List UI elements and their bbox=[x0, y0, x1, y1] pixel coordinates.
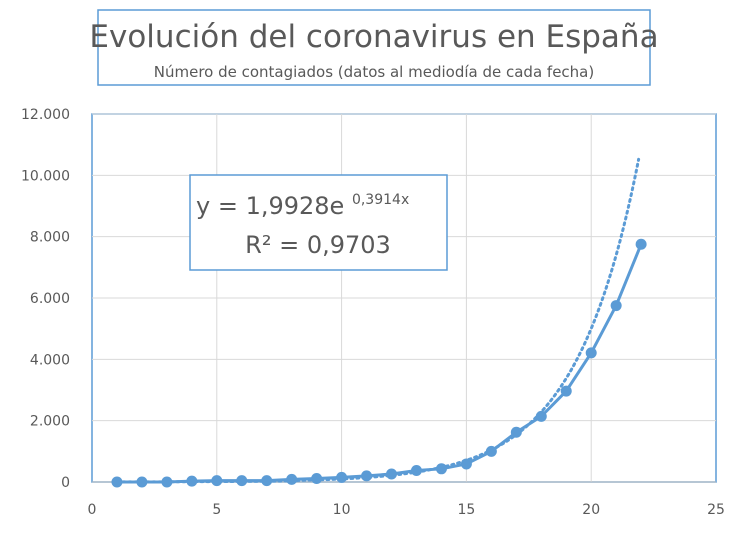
data-point bbox=[535, 410, 547, 422]
data-point bbox=[336, 471, 348, 483]
data-point bbox=[261, 475, 273, 487]
data-point bbox=[485, 445, 497, 457]
data-point bbox=[560, 385, 572, 397]
series-layer bbox=[111, 238, 647, 488]
data-point bbox=[111, 476, 123, 488]
x-tick-label: 25 bbox=[707, 502, 725, 518]
data-point bbox=[585, 347, 597, 359]
y-tick-label: 10.000 bbox=[21, 168, 70, 184]
data-point bbox=[410, 465, 422, 477]
data-point bbox=[361, 470, 373, 482]
data-point bbox=[435, 463, 447, 475]
data-point bbox=[286, 473, 298, 485]
data-point bbox=[610, 300, 622, 312]
data-point bbox=[161, 476, 173, 488]
x-tick-label: 15 bbox=[457, 502, 475, 518]
y-tick-label: 0 bbox=[61, 475, 70, 491]
title-box bbox=[97, 9, 651, 86]
title-group: Evolución del coronavirus en España Núme… bbox=[89, 9, 659, 86]
y-tick-label: 2.000 bbox=[30, 414, 70, 430]
data-point bbox=[311, 473, 323, 484]
trendline-equation-box bbox=[189, 174, 448, 271]
y-tick-label: 6.000 bbox=[30, 291, 70, 307]
data-point bbox=[635, 238, 647, 250]
trendline-equation-prefix: y = 1,9928e bbox=[196, 192, 344, 220]
trendline-r2: R² = 0,9703 bbox=[245, 231, 391, 259]
x-tick-label: 10 bbox=[333, 502, 351, 518]
chart-title: Evolución del coronavirus en España bbox=[89, 19, 658, 55]
data-point bbox=[211, 475, 223, 487]
series-line bbox=[115, 242, 643, 484]
chart-subtitle: Número de contagiados (datos al mediodía… bbox=[154, 63, 594, 81]
data-point bbox=[186, 475, 198, 487]
x-tick-label: 5 bbox=[212, 502, 221, 518]
y-tick-label: 4.000 bbox=[30, 352, 70, 368]
data-point bbox=[460, 458, 472, 470]
y-tick-label: 8.000 bbox=[30, 230, 70, 246]
data-point bbox=[386, 468, 398, 480]
trendline-equation-exponent: 0,3914x bbox=[352, 192, 409, 208]
y-tick-label: 12.000 bbox=[21, 107, 70, 123]
trendline-annotation: y = 1,9928e 0,3914x R² = 0,9703 bbox=[189, 174, 448, 271]
x-tick-label: 0 bbox=[88, 502, 97, 518]
trendline-equation: y = 1,9928e 0,3914x bbox=[196, 192, 409, 220]
data-point bbox=[136, 476, 148, 488]
data-point bbox=[236, 475, 248, 487]
x-tick-label: 20 bbox=[582, 502, 600, 518]
data-point bbox=[510, 426, 522, 438]
